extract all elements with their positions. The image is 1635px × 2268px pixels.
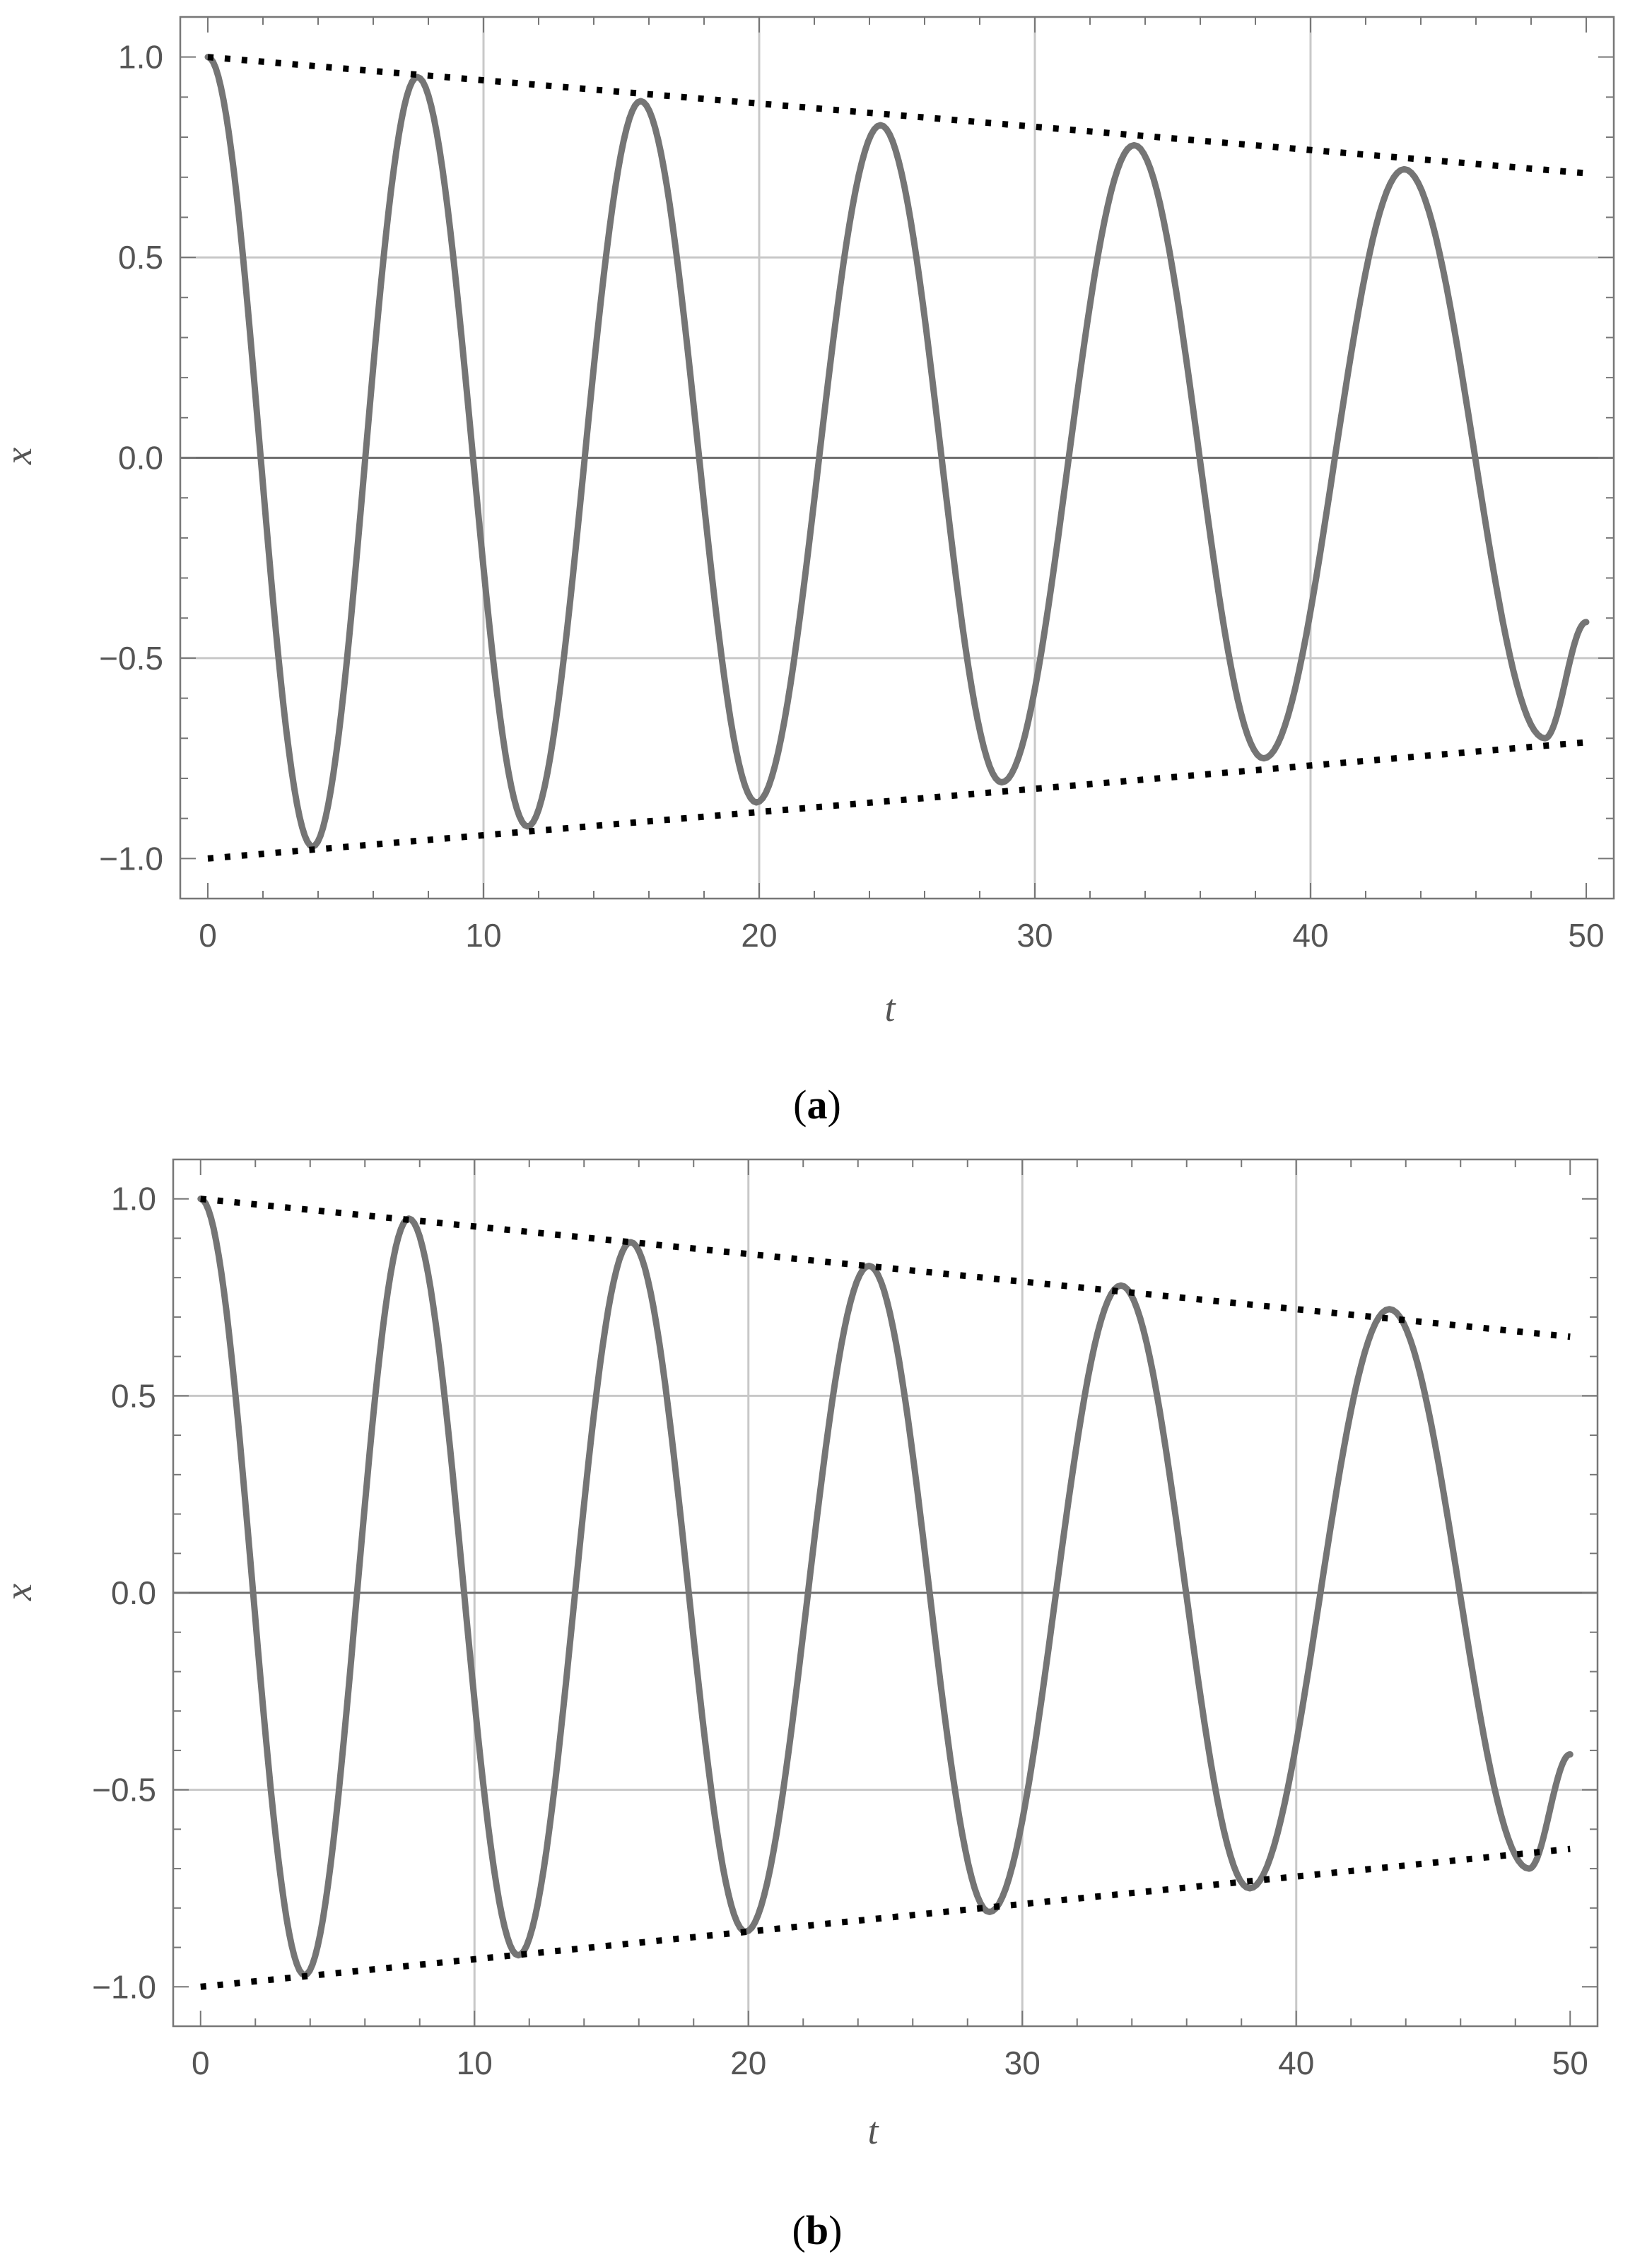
y-tick-label: 0.5 — [118, 239, 163, 276]
x-tick-label: 50 — [1552, 2045, 1588, 2081]
y-tick-label: 1.0 — [118, 39, 163, 76]
y-tick-label: −1.0 — [92, 1968, 156, 2005]
plot-area-b: 0 10 20 30 40 50 −1.0 −0.5 0.0 0.5 1.0 — [92, 1158, 1599, 2081]
x-tick-label: 10 — [457, 2045, 493, 2081]
x-tick-label: 20 — [741, 917, 777, 954]
y-tick-label: 0.5 — [111, 1377, 156, 1414]
x-tick-label: 40 — [1278, 2045, 1314, 2081]
x-tick-label: 50 — [1568, 917, 1604, 954]
x-tick-label: 0 — [192, 2045, 210, 2081]
x-axis-title-a: t — [884, 987, 896, 1029]
y-tick-label: 1.0 — [111, 1181, 156, 1217]
y-tick-label: 0.0 — [118, 440, 163, 477]
y-axis-title-b: x — [0, 1584, 40, 1601]
x-tick-label: 10 — [465, 917, 501, 954]
x-tick-label: 40 — [1292, 917, 1328, 954]
x-tick-label: 0 — [199, 917, 217, 954]
panel-caption-letter-b: b — [806, 2207, 828, 2253]
y-tick-label: −1.0 — [99, 840, 163, 877]
x-tick-label: 30 — [1016, 917, 1053, 954]
y-tick-label: −0.5 — [92, 1772, 156, 1808]
plot-area-a: 0 10 20 30 40 50 −1.0 −0.5 0.0 0.5 1.0 — [99, 16, 1615, 954]
y-tick-label: 0.0 — [111, 1574, 156, 1611]
y-tick-label: −0.5 — [99, 640, 163, 677]
panel-a: 0 10 20 30 40 50 −1.0 −0.5 0.0 0.5 1.0 t x (a) — [0, 16, 1615, 1128]
series-upper-envelope — [200, 1196, 1571, 1340]
x-tick-label: 30 — [1004, 2045, 1041, 2081]
series-oscillation — [197, 1196, 1574, 1979]
series-oscillation — [204, 54, 1590, 850]
x-axis-title-b: t — [867, 2110, 879, 2152]
series-lower-envelope — [200, 1845, 1571, 1990]
panel-caption-letter-a: a — [807, 1082, 828, 1128]
panel-caption-a: (a) — [793, 1082, 841, 1128]
y-axis-title-a: x — [0, 448, 40, 465]
panel-caption-b: (b) — [792, 2207, 843, 2253]
x-tick-label: 20 — [730, 2045, 766, 2081]
series-lower-envelope — [207, 739, 1587, 862]
panel-b: 0 10 20 30 40 50 −1.0 −0.5 0.0 0.5 1.0 t x (b) — [0, 1158, 1599, 2253]
